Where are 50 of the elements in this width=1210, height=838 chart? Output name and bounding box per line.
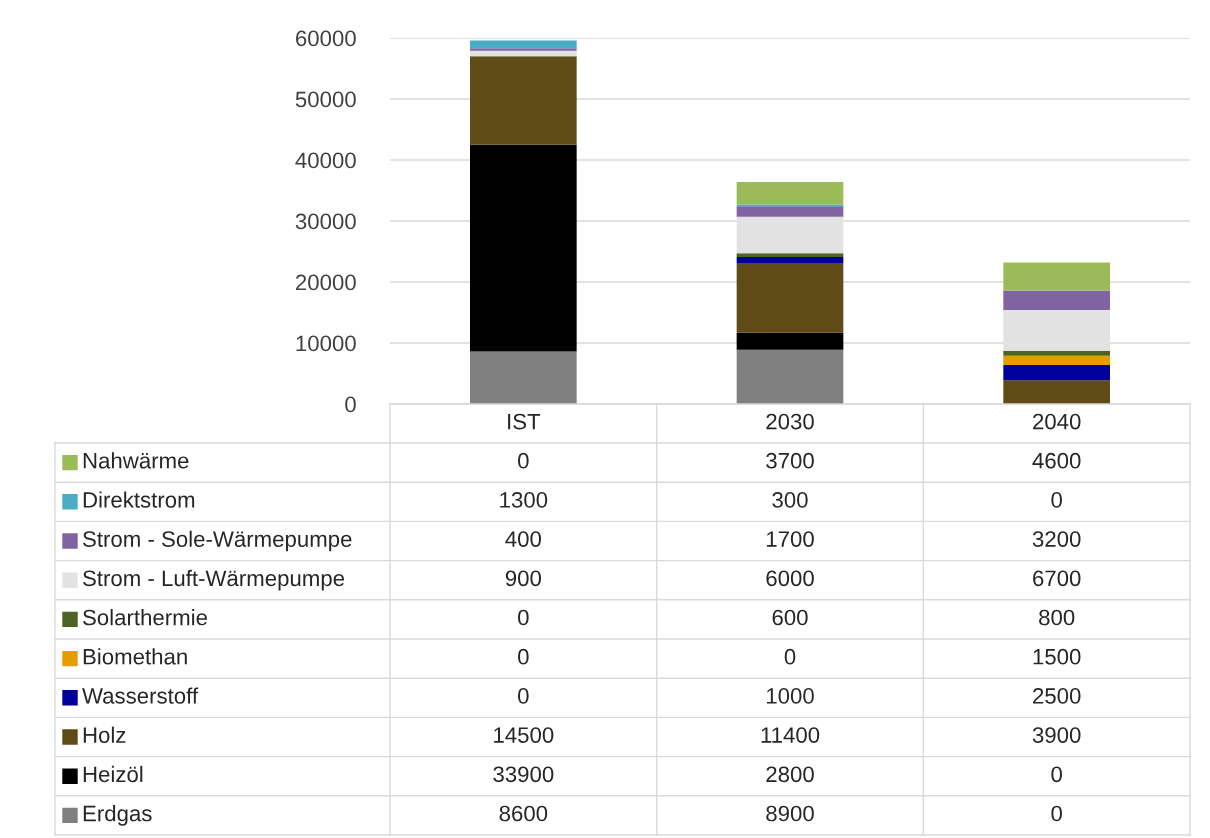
legend-label: Direktstrom: [83, 491, 195, 508]
data-label: 6700: [1033, 570, 1081, 587]
data-label: 2800: [766, 766, 814, 783]
data-label: 8600: [499, 805, 548, 822]
data-label: 0: [518, 452, 529, 469]
y-tick-label: 50000: [295, 91, 356, 108]
data-label: 0: [518, 688, 529, 704]
data-label: 3900: [1032, 727, 1081, 743]
data-label: 14500: [494, 727, 554, 743]
x-tick-label: IST: [508, 413, 541, 430]
data-label: 1000: [766, 688, 814, 704]
data-label: 4600: [1032, 452, 1081, 469]
data-label: 0: [518, 648, 529, 665]
x-tick-label: 2040: [1033, 413, 1081, 430]
data-label: 6000: [766, 570, 814, 587]
data-label: 0: [1051, 766, 1062, 783]
data-label: 11400: [761, 727, 820, 743]
legend-label: Wasserstoff: [82, 687, 199, 704]
legend-label: Holz: [83, 726, 126, 743]
data-label: 0: [518, 609, 529, 626]
data-label: 1300: [500, 492, 548, 508]
data-label: 0: [1051, 805, 1062, 822]
data-label: 400: [505, 531, 541, 547]
x-tick-label: 2030: [766, 413, 814, 430]
legend-label: Nahwärme: [83, 452, 189, 469]
legend-label: Biomethan: [83, 648, 187, 665]
data-label: 600: [772, 609, 808, 626]
y-tick-label: 10000: [296, 335, 356, 352]
legend-label: Erdgas: [83, 805, 152, 826]
data-label: 300: [772, 492, 808, 508]
data-label: 3200: [1032, 531, 1081, 547]
data-label: 2500: [1033, 688, 1081, 704]
data-label: 900: [505, 570, 541, 587]
legend-label: Strom - Luft-Wärmepumpe: [83, 569, 345, 591]
y-tick-label: 0: [345, 396, 356, 413]
legend-label: Solarthermie: [83, 609, 207, 626]
y-tick-label: 30000: [295, 213, 356, 230]
data-label: 33900: [493, 766, 554, 783]
data-label: 0: [1051, 492, 1062, 508]
data-label: 0: [784, 648, 796, 665]
data-label: 800: [1039, 609, 1075, 626]
data-label: 8900: [766, 805, 814, 822]
y-tick-label: 60000: [296, 30, 356, 47]
legend-label: Heizöl: [83, 765, 143, 783]
data-label: 1500: [1033, 648, 1081, 665]
legend-label: Strom - Sole-Wärmepumpe: [83, 530, 352, 552]
data-label: 1700: [766, 531, 814, 547]
y-tick-label: 20000: [296, 274, 356, 291]
data-label: 3700: [766, 452, 814, 469]
y-tick-label: 40000: [295, 152, 356, 169]
